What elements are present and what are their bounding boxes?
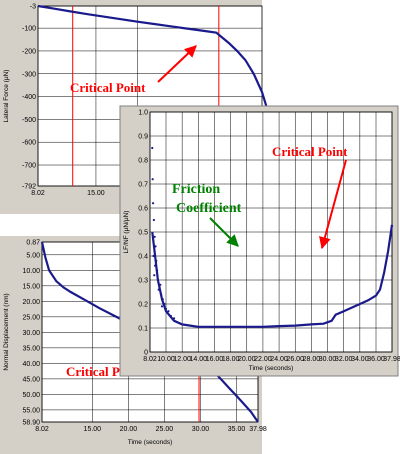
scatter-point xyxy=(158,286,161,289)
friction-label-line2: Coefficient xyxy=(176,201,242,216)
y-tick-label: 0.1 xyxy=(138,326,148,333)
lateral-critical-point-arrow xyxy=(157,45,197,83)
y-tick-label: 0.5 xyxy=(138,230,148,237)
y-tick-label: -100 xyxy=(22,26,36,33)
scatter-point xyxy=(156,278,160,282)
y-tick-label: -200 xyxy=(22,48,36,55)
scatter-point xyxy=(160,293,163,296)
scatter-point xyxy=(151,202,155,205)
x-tick-label: 18.00 xyxy=(222,356,240,363)
x-tick-label: 28.00 xyxy=(303,356,321,363)
scatter-point xyxy=(159,283,162,286)
y-tick-label: 30.00 xyxy=(22,330,40,337)
y-tick-label: 20.00 xyxy=(22,299,40,306)
x-tick-label: 8.02 xyxy=(143,356,157,363)
friction-arrow xyxy=(209,217,239,247)
scatter-point xyxy=(163,302,166,306)
y-tick-label: 50.00 xyxy=(22,392,40,399)
y-tick-label: 10.00 xyxy=(22,268,40,275)
x-tick-label: 15.00 xyxy=(87,190,105,197)
y-tick-label: 15.00 xyxy=(22,283,40,290)
friction-coefficient-panel: 0 0.1 0.2 0.3 0.4 0.5 0.6 0.7 0.8 0.9 1.0 8.02 10.0… xyxy=(119,105,400,377)
scatter-point xyxy=(153,235,156,238)
scatter-point xyxy=(154,245,157,248)
x-tick-label: 36.00 xyxy=(367,356,385,363)
y-tick-label: 0.8 xyxy=(138,158,148,165)
scatter-point xyxy=(156,269,159,272)
y-tick-label: 0.7 xyxy=(138,182,148,189)
y-tick-label: -3 xyxy=(30,4,36,11)
x-tick-label: 24.00 xyxy=(270,356,288,363)
x-tick-label: 37.98 xyxy=(383,356,400,363)
scatter-point xyxy=(153,274,156,277)
y-tick-label: 0.4 xyxy=(138,254,148,261)
y-tick-label: 5.00 xyxy=(26,252,40,259)
scatter-point xyxy=(155,259,158,262)
lateral-critical-point-label: Critical Point xyxy=(70,80,146,95)
scatter-point xyxy=(152,254,155,258)
x-tick-label: 20.00 xyxy=(120,426,138,433)
y-tick-label: -792 xyxy=(22,184,36,191)
x-tick-label: 8.02 xyxy=(35,426,49,433)
y-tick-label: 40.00 xyxy=(22,361,40,368)
data-series-line xyxy=(37,4,268,107)
y-tick-label: 25.00 xyxy=(22,314,40,321)
y-tick-label: 58.90 xyxy=(22,420,40,427)
y-tick-label: 0.3 xyxy=(138,278,148,285)
x-tick-label: 37.98 xyxy=(249,426,267,433)
x-tick-label: 10.00 xyxy=(157,356,175,363)
scatter-point xyxy=(172,317,176,320)
y-tick-label: -500 xyxy=(22,117,36,124)
scatter-point xyxy=(157,288,160,291)
scatter-point xyxy=(151,146,154,150)
friction-label-line1: Friction xyxy=(172,182,220,197)
y-tick-label: 0.6 xyxy=(138,206,148,213)
x-tick-label: 14.00 xyxy=(190,356,208,363)
lateral-force-ylabel: Lateral Force (μN) xyxy=(3,70,10,123)
y-tick-label: 1.0 xyxy=(138,110,148,117)
friction-xlabel: Time (seconds) xyxy=(249,365,294,372)
y-tick-label: 55.00 xyxy=(22,407,40,414)
y-tick-label: 0.2 xyxy=(138,302,148,309)
friction-critical-point-arrow xyxy=(319,159,347,250)
data-series-line xyxy=(151,224,394,328)
y-tick-label: 45.00 xyxy=(22,376,40,383)
x-tick-label: 8.02 xyxy=(31,190,45,197)
x-tick-label: 25.00 xyxy=(156,426,174,433)
x-tick-label: 26.00 xyxy=(286,356,304,363)
y-tick-label: -700 xyxy=(22,163,36,170)
y-tick-label: 35.00 xyxy=(22,345,40,352)
x-tick-label: 22.00 xyxy=(254,356,272,363)
y-tick-label: 0.9 xyxy=(138,134,148,141)
x-tick-label: 30.00 xyxy=(319,356,337,363)
scatter-point xyxy=(160,305,164,308)
x-tick-label: 34.00 xyxy=(351,356,369,363)
friction-critical-point-label: Critical Point xyxy=(272,144,348,159)
friction-ylabel: LF/NF (μN/μN) xyxy=(123,211,130,254)
scatter-point xyxy=(167,310,170,313)
y-tick-label: 0 xyxy=(144,350,148,357)
x-tick-label: 30.00 xyxy=(192,426,210,433)
y-tick-label: -600 xyxy=(22,140,36,147)
scatter-point xyxy=(153,264,157,267)
x-tick-label: 35.00 xyxy=(228,426,246,433)
normal-displacement-xlabel: Time (seconds) xyxy=(128,439,173,446)
scatter-point xyxy=(152,218,155,222)
normal-displacement-ylabel: Normal Displacement (nm) xyxy=(3,293,10,370)
x-tick-label: 32.00 xyxy=(335,356,353,363)
y-tick-label: 0.87 xyxy=(26,240,40,247)
x-tick-label: 16.00 xyxy=(206,356,224,363)
scatter-point xyxy=(161,298,164,301)
x-tick-label: 20.00 xyxy=(238,356,256,363)
x-tick-label: 12.00 xyxy=(173,356,191,363)
y-tick-label: -300 xyxy=(22,71,36,78)
scatter-point xyxy=(151,178,154,181)
scatter-point xyxy=(169,314,172,318)
y-tick-label: -400 xyxy=(22,94,36,101)
scatter-point xyxy=(164,307,168,310)
x-tick-label: 15.00 xyxy=(84,426,102,433)
